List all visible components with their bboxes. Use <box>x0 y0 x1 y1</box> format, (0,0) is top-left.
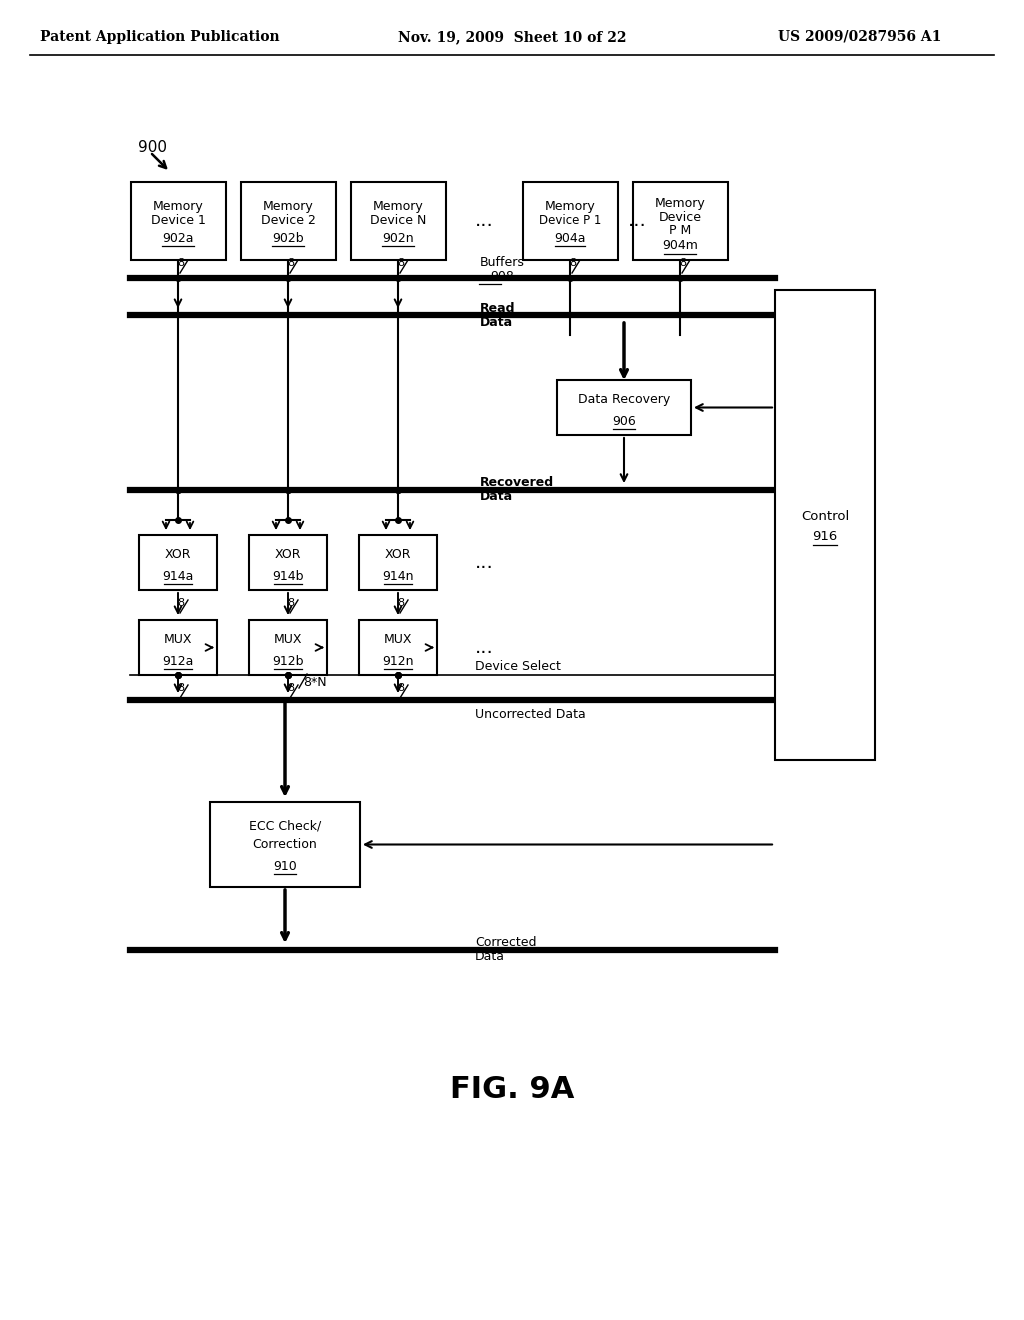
Text: XOR: XOR <box>385 548 412 561</box>
Text: Patent Application Publication: Patent Application Publication <box>40 30 280 44</box>
Text: Data: Data <box>480 315 513 329</box>
Text: Control: Control <box>801 511 849 524</box>
Text: XOR: XOR <box>165 548 191 561</box>
Text: 8: 8 <box>397 682 404 693</box>
Text: 908: 908 <box>490 269 514 282</box>
Text: Data: Data <box>475 950 505 964</box>
Text: Nov. 19, 2009  Sheet 10 of 22: Nov. 19, 2009 Sheet 10 of 22 <box>397 30 627 44</box>
Text: Recovered: Recovered <box>480 477 554 490</box>
Text: Correction: Correction <box>253 838 317 851</box>
Text: Memory: Memory <box>545 201 595 214</box>
Text: 914a: 914a <box>163 570 194 582</box>
Text: 914n: 914n <box>382 570 414 582</box>
Text: 8: 8 <box>177 598 184 609</box>
Bar <box>351 182 446 260</box>
Bar <box>131 182 226 260</box>
Text: ...: ... <box>475 553 494 572</box>
Bar <box>249 620 327 675</box>
Text: 8*N: 8*N <box>303 676 327 689</box>
Text: Device 1: Device 1 <box>151 214 206 227</box>
Text: P M: P M <box>669 224 691 236</box>
Text: 8: 8 <box>177 257 184 268</box>
Text: Buffers: Buffers <box>480 256 525 268</box>
Bar <box>139 535 217 590</box>
Text: Read: Read <box>480 301 515 314</box>
Bar <box>139 620 217 675</box>
Text: ECC Check/: ECC Check/ <box>249 820 322 833</box>
Bar <box>359 535 437 590</box>
Text: 914b: 914b <box>272 570 304 582</box>
Text: 912a: 912a <box>163 655 194 668</box>
Text: Device P 1: Device P 1 <box>539 214 601 227</box>
Text: Device 2: Device 2 <box>260 214 315 227</box>
Text: MUX: MUX <box>273 632 302 645</box>
Text: 916: 916 <box>812 531 838 544</box>
Bar <box>210 803 360 887</box>
Text: 904a: 904a <box>554 232 586 244</box>
Text: Device Select: Device Select <box>475 660 561 673</box>
Text: Device N: Device N <box>370 214 426 227</box>
Text: 8: 8 <box>177 682 184 693</box>
Text: 8: 8 <box>680 257 686 268</box>
Text: 900: 900 <box>138 140 167 156</box>
Text: Memory: Memory <box>373 201 423 214</box>
Bar <box>775 290 874 760</box>
Text: US 2009/0287956 A1: US 2009/0287956 A1 <box>778 30 942 44</box>
Bar <box>523 182 618 260</box>
Text: Corrected: Corrected <box>475 936 537 949</box>
Text: FIG. 9A: FIG. 9A <box>450 1076 574 1105</box>
Text: 8: 8 <box>397 598 404 609</box>
Text: ...: ... <box>628 211 646 231</box>
Text: MUX: MUX <box>164 632 193 645</box>
Text: ...: ... <box>475 638 494 657</box>
Text: Memory: Memory <box>153 201 204 214</box>
Text: 912b: 912b <box>272 655 304 668</box>
Text: Device: Device <box>658 211 701 223</box>
Text: Memory: Memory <box>654 197 706 210</box>
Text: Uncorrected Data: Uncorrected Data <box>475 708 586 721</box>
Bar <box>359 620 437 675</box>
Text: Data: Data <box>480 491 513 503</box>
Bar <box>249 535 327 590</box>
Text: 902n: 902n <box>382 232 414 244</box>
Bar <box>557 380 691 436</box>
Text: 902b: 902b <box>272 232 304 244</box>
Text: ...: ... <box>475 211 494 231</box>
Text: 906: 906 <box>612 414 636 428</box>
Bar <box>633 182 728 260</box>
Text: Memory: Memory <box>262 201 313 214</box>
Text: 8: 8 <box>288 257 295 268</box>
Text: 8: 8 <box>569 257 577 268</box>
Text: Data Recovery: Data Recovery <box>578 393 670 405</box>
Text: 910: 910 <box>273 861 297 873</box>
Text: MUX: MUX <box>384 632 413 645</box>
Text: 902a: 902a <box>162 232 194 244</box>
Text: XOR: XOR <box>274 548 301 561</box>
Bar <box>241 182 336 260</box>
Text: 8: 8 <box>288 598 295 609</box>
Text: 904m: 904m <box>663 239 698 252</box>
Text: 912n: 912n <box>382 655 414 668</box>
Text: 8: 8 <box>397 257 404 268</box>
Text: 8: 8 <box>288 682 295 693</box>
